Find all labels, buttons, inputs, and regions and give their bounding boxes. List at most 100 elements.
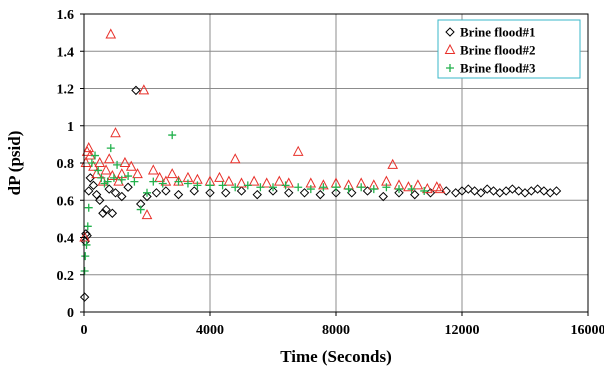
x-axis-ticks: 0 4000 8000 12000 16000 — [81, 312, 604, 338]
y-tick-label: 1 — [67, 120, 74, 135]
data-point — [124, 172, 133, 181]
legend-label-1: Brine flood#1 — [460, 25, 535, 40]
data-point — [91, 168, 102, 179]
data-point — [218, 181, 227, 190]
data-point — [369, 185, 378, 194]
legend-marker-3 — [446, 64, 454, 72]
data-point — [160, 175, 172, 186]
legend-box — [437, 19, 581, 79]
legend-marker-2 — [444, 43, 456, 54]
data-point — [81, 252, 90, 261]
data-point — [206, 181, 214, 190]
data-point — [98, 208, 108, 218]
data-point — [231, 183, 240, 192]
data-point — [252, 189, 262, 200]
data-point — [551, 186, 562, 196]
y-tick-label: 0.2 — [57, 269, 75, 284]
data-point — [420, 186, 429, 195]
data-point — [142, 191, 152, 202]
data-point — [132, 168, 143, 179]
data-point — [410, 189, 420, 200]
y-tick-label: 0.6 — [57, 194, 75, 209]
data-point — [84, 149, 96, 160]
data-point — [476, 188, 486, 198]
data-point — [332, 183, 340, 192]
y-tick-label: 0.4 — [57, 232, 75, 247]
data-point — [412, 179, 424, 190]
y-tick-label: 1.2 — [57, 83, 75, 98]
y-axis-ticks: 0 0.2 0.4 0.6 0.8 1 1.2 1.4 1.6 — [57, 8, 84, 321]
data-point — [482, 184, 492, 194]
data-point — [236, 186, 247, 196]
data-point — [123, 182, 133, 192]
series-2 — [79, 28, 446, 242]
data-point — [130, 177, 139, 186]
data-point — [357, 183, 366, 192]
data-point — [387, 158, 399, 169]
y-axis-title: dP (psid) — [5, 131, 24, 196]
data-series — [79, 28, 562, 302]
data-point — [113, 175, 124, 186]
data-point — [109, 173, 118, 182]
data-point — [125, 160, 137, 171]
data-point — [87, 159, 96, 167]
data-point — [149, 177, 158, 186]
data-point — [294, 183, 303, 192]
data-point — [84, 186, 94, 196]
data-point — [378, 191, 388, 202]
data-point — [261, 177, 273, 188]
data-point — [315, 189, 325, 200]
data-point — [223, 175, 235, 186]
data-point — [221, 188, 231, 198]
data-point — [488, 186, 499, 196]
data-point — [256, 183, 265, 192]
data-point — [107, 169, 118, 181]
data-point — [463, 184, 474, 194]
data-point — [166, 168, 178, 179]
data-point — [161, 186, 171, 196]
data-point — [95, 195, 105, 205]
data-point — [91, 189, 102, 200]
data-point — [105, 28, 117, 39]
data-point — [91, 151, 100, 160]
data-point — [403, 181, 414, 192]
y-tick-label: 0 — [67, 306, 74, 321]
series-3 — [80, 131, 429, 276]
data-point — [107, 208, 118, 218]
data-point — [292, 145, 304, 156]
data-point — [117, 175, 126, 184]
data-point — [79, 231, 90, 242]
data-point — [189, 186, 199, 196]
data-point — [119, 156, 131, 167]
data-point — [243, 181, 252, 190]
data-point — [83, 142, 95, 153]
data-point — [79, 292, 90, 302]
legend: Brine flood#1 Brine flood#2 Brine flood#3 — [437, 19, 581, 79]
data-point — [103, 177, 112, 186]
data-point — [131, 85, 141, 96]
data-point — [273, 175, 285, 186]
data-point — [382, 183, 391, 192]
data-point — [306, 185, 315, 194]
data-point — [168, 131, 177, 140]
data-point — [434, 183, 446, 194]
data-point — [205, 188, 215, 198]
data-point — [268, 186, 278, 196]
data-point — [284, 188, 294, 198]
data-point — [283, 177, 295, 188]
x-tick-label: 0 — [81, 323, 88, 338]
y-tick-label: 1.4 — [57, 45, 75, 60]
data-point — [94, 166, 103, 175]
data-point — [97, 175, 109, 186]
data-point — [84, 203, 93, 212]
data-point — [183, 179, 192, 188]
data-point — [154, 171, 165, 182]
legend-marker-1 — [445, 27, 455, 37]
data-point — [395, 185, 403, 194]
x-tick-label: 12000 — [445, 323, 480, 338]
data-point — [117, 191, 127, 202]
data-point — [141, 209, 153, 220]
data-point — [113, 160, 122, 169]
data-point — [269, 183, 277, 192]
